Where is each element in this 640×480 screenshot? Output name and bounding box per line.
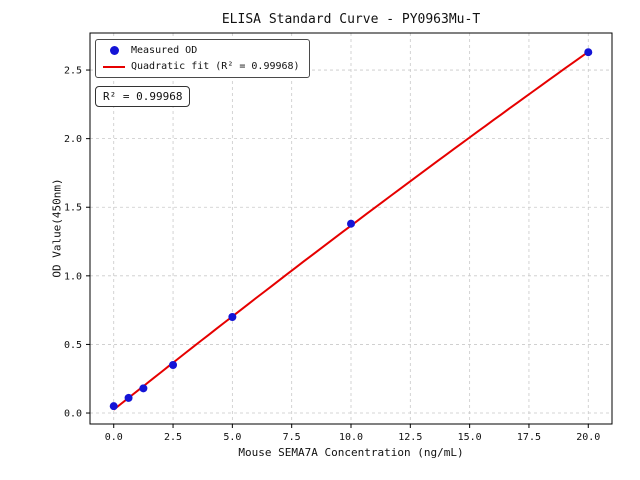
y-tick-label: 2.5: [64, 66, 82, 77]
gridlines: [90, 33, 612, 424]
x-tick-label: 15.0: [458, 432, 482, 443]
scatter-marker-icon: [109, 46, 119, 55]
x-tick-label: 12.5: [398, 432, 422, 443]
y-tick-label: 1.5: [64, 203, 82, 214]
legend-item-measured-od: Measured OD: [101, 45, 300, 56]
legend: Measured OD Quadratic fit (R² = 0.99968): [95, 39, 310, 78]
y-tick-label: 2.0: [64, 134, 82, 145]
x-tick-label: 20.0: [576, 432, 600, 443]
data-point: [109, 402, 118, 411]
x-tick-label: 0.0: [105, 432, 123, 443]
x-tick-label: 2.5: [164, 432, 182, 443]
plot-series: [109, 48, 593, 411]
x-axis-label: Mouse SEMA7A Concentration (ng/mL): [238, 446, 464, 459]
legend-label-quadratic-fit: Quadratic fit (R² = 0.99968): [131, 61, 300, 72]
y-tick-label: 1.0: [64, 271, 82, 282]
x-tick-label: 10.0: [339, 432, 363, 443]
x-tick-label: 7.5: [283, 432, 301, 443]
x-tick-label: 5.0: [223, 432, 241, 443]
line-marker-icon: [103, 65, 125, 68]
data-point: [228, 312, 237, 321]
x-tick-label: 17.5: [517, 432, 541, 443]
y-axis-label: OD Value(450nm): [50, 178, 64, 278]
legend-handle: [101, 46, 127, 55]
chart-title: ELISA Standard Curve - PY0963Mu-T: [221, 12, 481, 27]
legend-handle: [101, 65, 127, 68]
data-point: [584, 48, 593, 57]
data-point: [124, 393, 133, 402]
data-point: [169, 361, 178, 370]
data-point: [139, 384, 148, 393]
axes: 0.0 2.5 5.0 7.5 10.0 12.5 15.0 17.5 20.0 0.0 0.5 1.…: [64, 32, 613, 443]
y-tick-label: 0.5: [64, 340, 82, 351]
legend-item-quadratic-fit: Quadratic fit (R² = 0.99968): [101, 61, 300, 72]
data-point: [347, 219, 355, 228]
legend-label-measured-od: Measured OD: [131, 45, 198, 56]
y-tick-label: 0.0: [64, 409, 82, 420]
r-squared-annotation: R² = 0.99968: [95, 86, 191, 107]
